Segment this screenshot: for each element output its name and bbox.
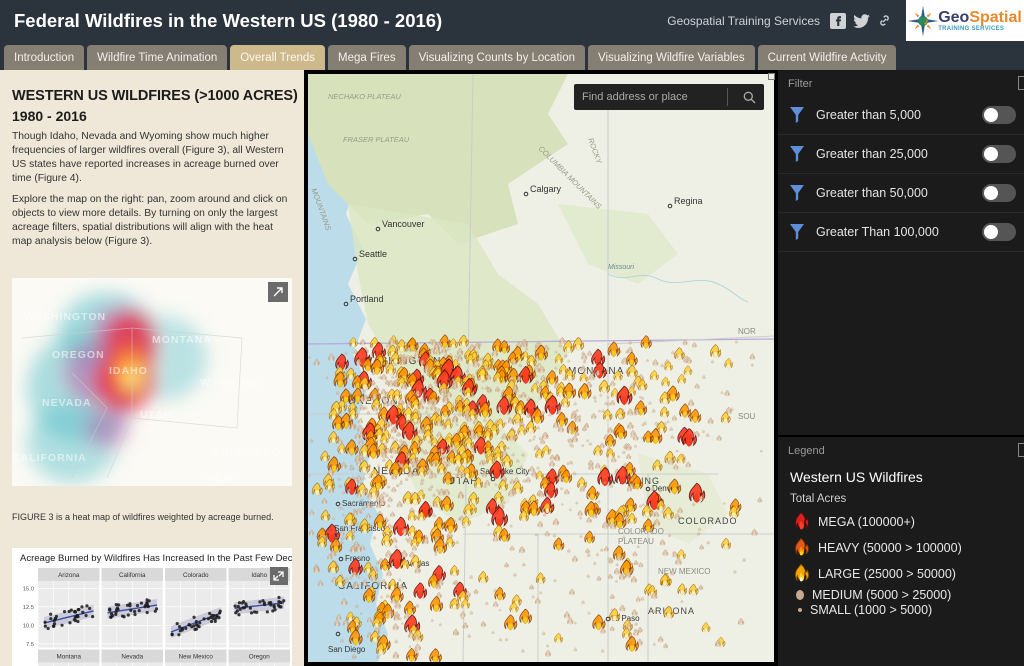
svg-text:CALIFORNIA: CALIFORNIA — [12, 452, 87, 464]
svg-text:NEW: NEW — [207, 472, 235, 484]
svg-text:California: California — [119, 572, 146, 579]
svg-text:NEVADA: NEVADA — [42, 397, 92, 409]
svg-text:Seattle: Seattle — [359, 249, 387, 259]
svg-text:Regina: Regina — [674, 196, 703, 206]
svg-text:7.5: 7.5 — [26, 642, 34, 648]
svg-text:Calgary: Calgary — [530, 184, 562, 194]
svg-text:IDAHO: IDAHO — [109, 365, 148, 377]
svg-text:Oregon: Oregon — [249, 654, 271, 661]
svg-text:15.0: 15.0 — [23, 586, 34, 592]
svg-text:Vancouver: Vancouver — [382, 219, 424, 229]
svg-text:10.0: 10.0 — [23, 623, 34, 629]
svg-text:SOU: SOU — [738, 412, 756, 421]
svg-text:Colorado: Colorado — [183, 572, 209, 579]
svg-text:NOR: NOR — [738, 327, 756, 336]
svg-text:San Diego: San Diego — [328, 645, 366, 654]
svg-text:OREGON: OREGON — [52, 349, 105, 361]
svg-text:12.5: 12.5 — [23, 605, 34, 611]
svg-text:COLORADO: COLORADO — [678, 516, 738, 526]
svg-text:New Mexico: New Mexico — [179, 654, 214, 661]
svg-text:NECHAKO PLATEAU: NECHAKO PLATEAU — [328, 92, 401, 101]
svg-text:Idaho: Idaho — [251, 572, 267, 579]
svg-text:Missouri: Missouri — [608, 264, 635, 271]
svg-text:WASHINGTON: WASHINGTON — [24, 311, 106, 323]
svg-text:COLORADO: COLORADO — [618, 527, 664, 536]
svg-text:Nevada: Nevada — [121, 654, 143, 661]
svg-text:MONTANA: MONTANA — [152, 334, 212, 346]
svg-text:Portland: Portland — [350, 294, 384, 304]
svg-text:Montana: Montana — [56, 654, 81, 661]
svg-text:Salt Lake City: Salt Lake City — [480, 467, 529, 476]
svg-text:WYOMING: WYOMING — [200, 377, 260, 389]
svg-text:COLORADO: COLORADO — [212, 447, 281, 459]
svg-text:Arizona: Arizona — [58, 572, 80, 579]
svg-text:FRASER PLATEAU: FRASER PLATEAU — [343, 135, 410, 144]
